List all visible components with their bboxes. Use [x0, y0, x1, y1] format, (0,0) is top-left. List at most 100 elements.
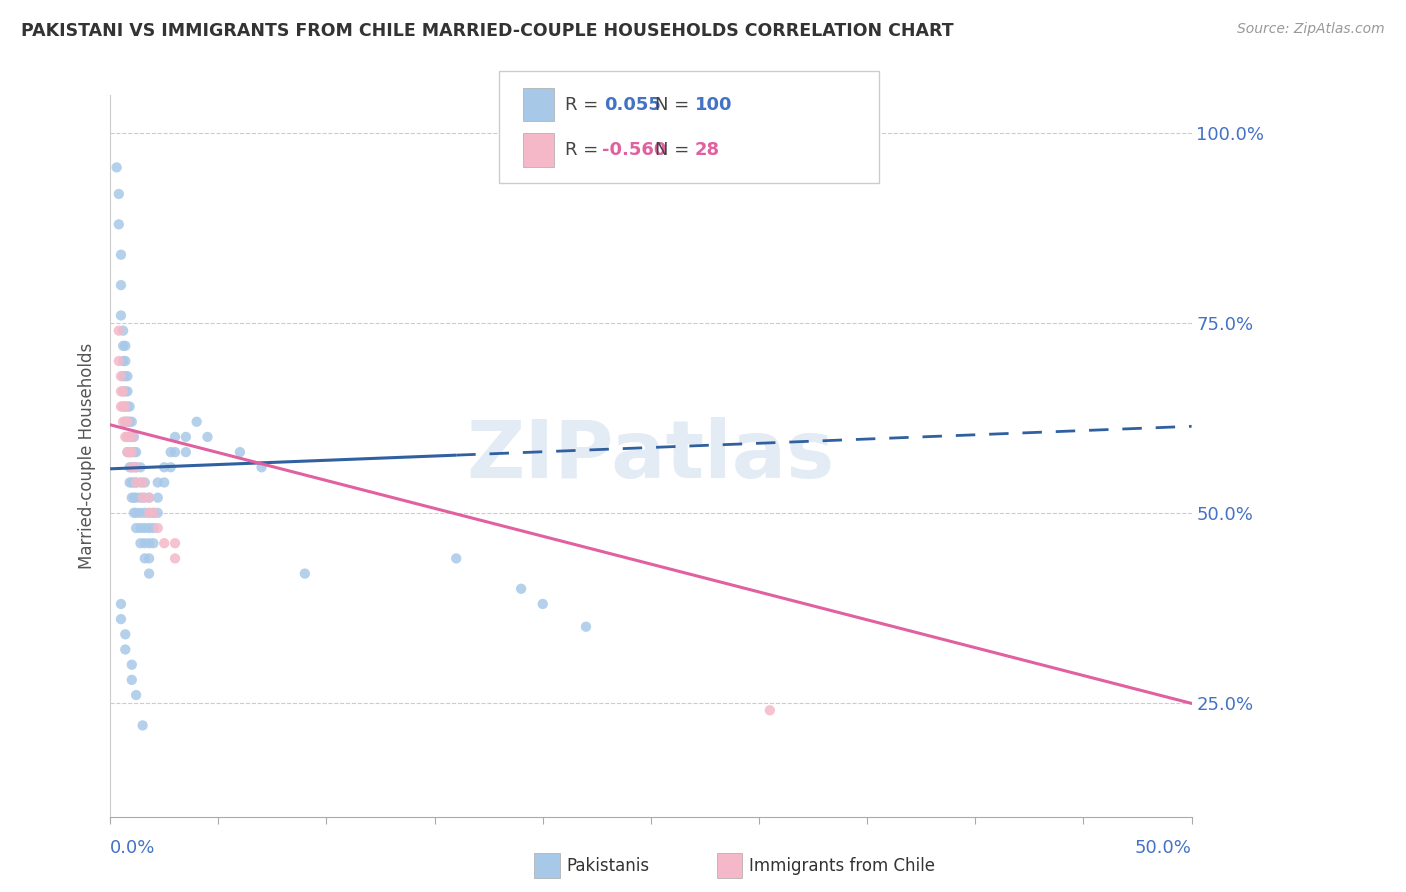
- Point: [112, 369, 135, 384]
- Point: [112, 400, 135, 414]
- Point: [122, 445, 145, 459]
- Point: [125, 506, 148, 520]
- Point: [146, 491, 169, 505]
- Text: Source: ZipAtlas.com: Source: ZipAtlas.com: [1237, 22, 1385, 37]
- Point: [125, 491, 148, 505]
- Text: R =: R =: [565, 95, 605, 113]
- Point: [118, 445, 141, 459]
- Point: [112, 354, 135, 368]
- Point: [510, 582, 533, 596]
- Point: [138, 566, 160, 581]
- Text: Pakistanis: Pakistanis: [567, 856, 650, 874]
- Point: [134, 551, 156, 566]
- Point: [110, 384, 132, 399]
- Point: [110, 278, 132, 293]
- Point: [125, 460, 148, 475]
- Point: [186, 415, 208, 429]
- Point: [121, 445, 143, 459]
- Point: [153, 536, 176, 550]
- Point: [121, 445, 143, 459]
- Point: [129, 475, 152, 490]
- Text: 50.0%: 50.0%: [1135, 838, 1192, 857]
- Point: [531, 597, 554, 611]
- Point: [121, 475, 143, 490]
- Text: N =: N =: [655, 95, 695, 113]
- Point: [108, 218, 131, 232]
- Point: [114, 415, 136, 429]
- Point: [153, 475, 176, 490]
- Point: [112, 339, 135, 353]
- Point: [108, 354, 131, 368]
- Point: [114, 642, 136, 657]
- Point: [134, 506, 156, 520]
- Point: [121, 430, 143, 444]
- Point: [444, 551, 467, 566]
- Point: [294, 566, 316, 581]
- Point: [138, 521, 160, 535]
- Point: [131, 718, 153, 732]
- Point: [117, 415, 139, 429]
- Point: [134, 536, 156, 550]
- Point: [146, 475, 169, 490]
- Point: [138, 536, 160, 550]
- Point: [759, 703, 782, 717]
- Point: [134, 475, 156, 490]
- Point: [114, 415, 136, 429]
- Point: [125, 445, 148, 459]
- Point: [114, 400, 136, 414]
- Text: 100: 100: [695, 95, 733, 113]
- Point: [105, 161, 128, 175]
- Point: [110, 248, 132, 262]
- Point: [229, 445, 252, 459]
- Point: [110, 612, 132, 626]
- Point: [121, 460, 143, 475]
- Point: [131, 491, 153, 505]
- Point: [129, 506, 152, 520]
- Point: [121, 430, 143, 444]
- Point: [110, 369, 132, 384]
- Point: [112, 324, 135, 338]
- Point: [114, 400, 136, 414]
- Point: [117, 445, 139, 459]
- Point: [121, 415, 143, 429]
- Point: [125, 475, 148, 490]
- Point: [118, 400, 141, 414]
- Point: [125, 521, 148, 535]
- Point: [138, 506, 160, 520]
- Point: [142, 536, 165, 550]
- Point: [131, 475, 153, 490]
- Point: [118, 430, 141, 444]
- Point: [129, 491, 152, 505]
- Point: [174, 445, 197, 459]
- Point: [114, 627, 136, 641]
- Point: [122, 475, 145, 490]
- Point: [117, 445, 139, 459]
- Point: [117, 430, 139, 444]
- Point: [138, 491, 160, 505]
- Point: [112, 415, 135, 429]
- Point: [146, 506, 169, 520]
- Point: [122, 491, 145, 505]
- Point: [129, 460, 152, 475]
- Point: [114, 354, 136, 368]
- Y-axis label: Married-couple Households: Married-couple Households: [79, 343, 96, 569]
- Point: [142, 521, 165, 535]
- Point: [121, 673, 143, 687]
- Point: [159, 460, 181, 475]
- Text: N =: N =: [655, 141, 695, 159]
- Point: [250, 460, 273, 475]
- Text: 28: 28: [695, 141, 720, 159]
- Point: [118, 445, 141, 459]
- Point: [122, 506, 145, 520]
- Point: [110, 597, 132, 611]
- Point: [114, 339, 136, 353]
- Point: [114, 384, 136, 399]
- Point: [138, 506, 160, 520]
- Point: [117, 415, 139, 429]
- Point: [138, 491, 160, 505]
- Point: [159, 445, 181, 459]
- Text: Immigrants from Chile: Immigrants from Chile: [749, 856, 935, 874]
- Point: [174, 430, 197, 444]
- Point: [118, 475, 141, 490]
- Point: [146, 521, 169, 535]
